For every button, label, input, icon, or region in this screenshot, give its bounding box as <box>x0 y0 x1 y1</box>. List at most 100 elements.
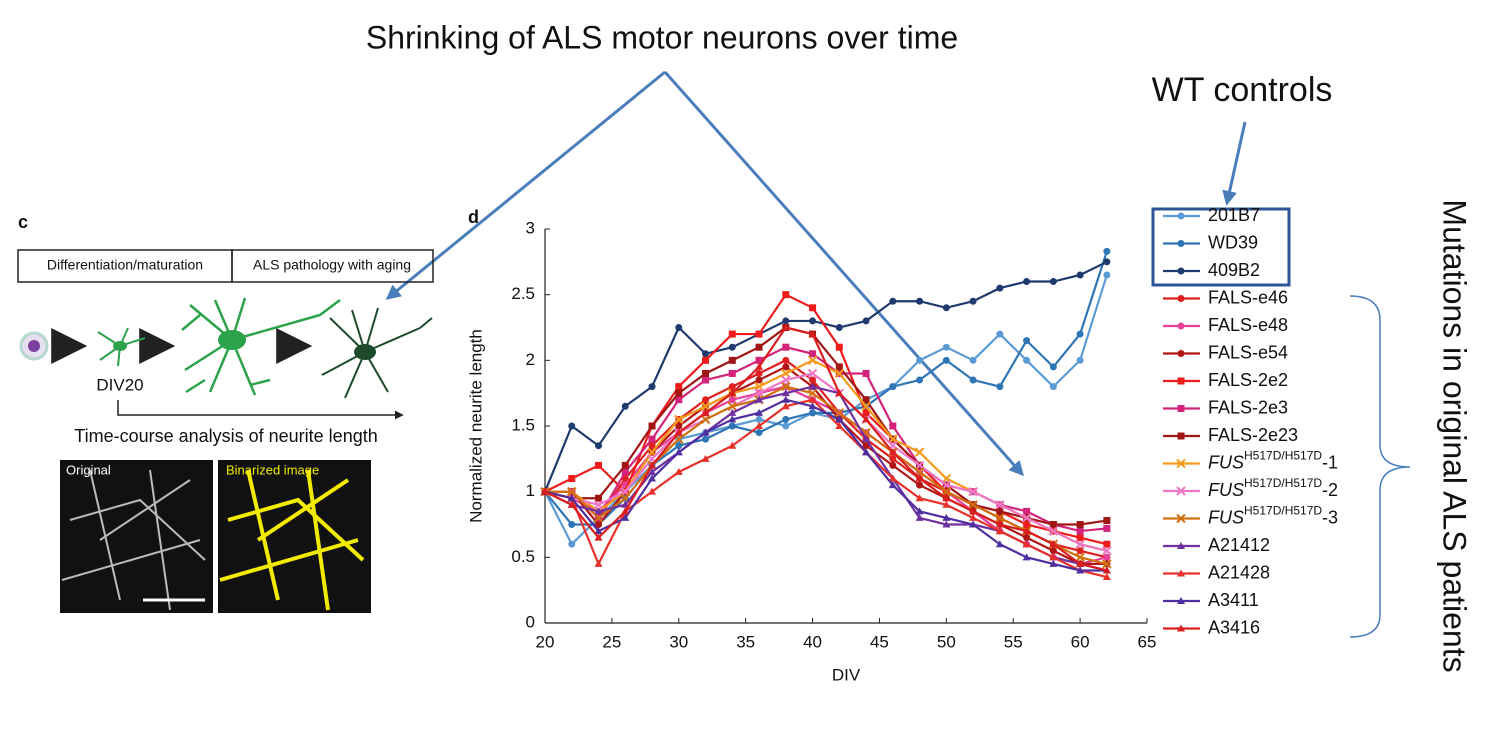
point <box>834 368 845 379</box>
point <box>781 402 790 410</box>
point <box>594 533 603 541</box>
point <box>728 356 736 364</box>
legend-marker <box>1177 569 1185 577</box>
point <box>1102 573 1111 581</box>
point <box>862 442 870 450</box>
point <box>968 486 978 497</box>
point <box>1075 539 1085 549</box>
point <box>648 474 657 482</box>
point <box>675 396 683 404</box>
point <box>809 350 817 358</box>
point <box>1023 507 1031 515</box>
series-line <box>544 326 1108 572</box>
x-tick-label: 45 <box>870 632 889 651</box>
point <box>595 442 603 450</box>
point <box>942 500 951 508</box>
legend-marker <box>1177 295 1185 302</box>
point <box>674 414 684 425</box>
point <box>916 376 924 384</box>
point <box>916 481 924 489</box>
point <box>995 513 1005 523</box>
point <box>1048 526 1059 536</box>
point <box>862 415 871 423</box>
legend-label: FALS-e54 <box>1208 342 1288 362</box>
legend-label: A21428 <box>1208 562 1270 582</box>
series-line <box>544 293 1108 546</box>
point <box>1102 566 1111 574</box>
point <box>568 422 576 430</box>
point <box>1102 559 1112 569</box>
point <box>941 486 952 497</box>
legend-marker <box>1176 486 1186 496</box>
point <box>701 428 710 436</box>
point <box>755 362 764 370</box>
point <box>1049 363 1057 371</box>
point <box>1023 534 1031 542</box>
arrows <box>385 70 1411 638</box>
point <box>862 448 871 456</box>
point <box>809 376 817 384</box>
point <box>835 422 844 429</box>
point <box>1049 559 1058 567</box>
point <box>835 324 843 331</box>
point <box>996 507 1004 515</box>
point <box>621 507 630 515</box>
point <box>700 401 711 412</box>
point <box>916 297 924 305</box>
point <box>755 376 763 384</box>
point <box>567 486 577 497</box>
point <box>782 415 790 423</box>
point <box>568 521 576 528</box>
legend-label-part: -3 <box>1322 507 1338 527</box>
point <box>1049 278 1057 286</box>
point <box>996 330 1004 338</box>
point <box>702 376 710 384</box>
point <box>755 395 764 403</box>
legend-marker <box>1177 350 1185 357</box>
point <box>594 507 603 515</box>
series-line <box>544 372 1108 552</box>
point <box>568 475 576 483</box>
point <box>675 389 683 397</box>
x-tick-label: 60 <box>1071 632 1090 651</box>
panel-c: c Differentiation/maturation ALS patholo… <box>17 212 434 613</box>
point <box>701 454 710 462</box>
point <box>995 500 1005 510</box>
legend-label: FALS-2e23 <box>1208 425 1298 445</box>
legend-marker <box>1176 458 1186 469</box>
point <box>648 435 656 443</box>
point <box>675 383 683 391</box>
point <box>862 396 870 404</box>
x-tick-label: 65 <box>1138 632 1157 651</box>
point <box>1103 271 1111 279</box>
point <box>888 474 897 482</box>
point <box>1049 553 1058 561</box>
point <box>1022 527 1031 535</box>
x-tick-label: 55 <box>1004 632 1023 651</box>
point <box>675 324 683 331</box>
point <box>1102 546 1112 556</box>
point <box>674 467 683 475</box>
legend-label: FALS-e46 <box>1208 287 1288 307</box>
point <box>835 415 844 423</box>
point <box>1076 547 1084 555</box>
point <box>1049 521 1057 528</box>
y-tick-label: 2.5 <box>511 284 535 303</box>
day-label: DIV20 <box>96 375 143 394</box>
point <box>969 513 978 521</box>
panel-label: c <box>18 212 28 232</box>
point <box>1022 553 1031 561</box>
point <box>782 363 790 371</box>
point <box>781 323 790 331</box>
point <box>700 414 711 425</box>
point <box>969 376 977 384</box>
legend-marker <box>1177 542 1185 549</box>
point <box>969 507 978 515</box>
point <box>1076 330 1084 338</box>
x-tick-label: 30 <box>669 632 688 651</box>
point <box>728 369 736 377</box>
legend-label: FALS-2e2 <box>1208 370 1288 390</box>
point <box>888 448 897 456</box>
legend-label: FALS-e48 <box>1208 315 1288 335</box>
point <box>995 540 1004 548</box>
